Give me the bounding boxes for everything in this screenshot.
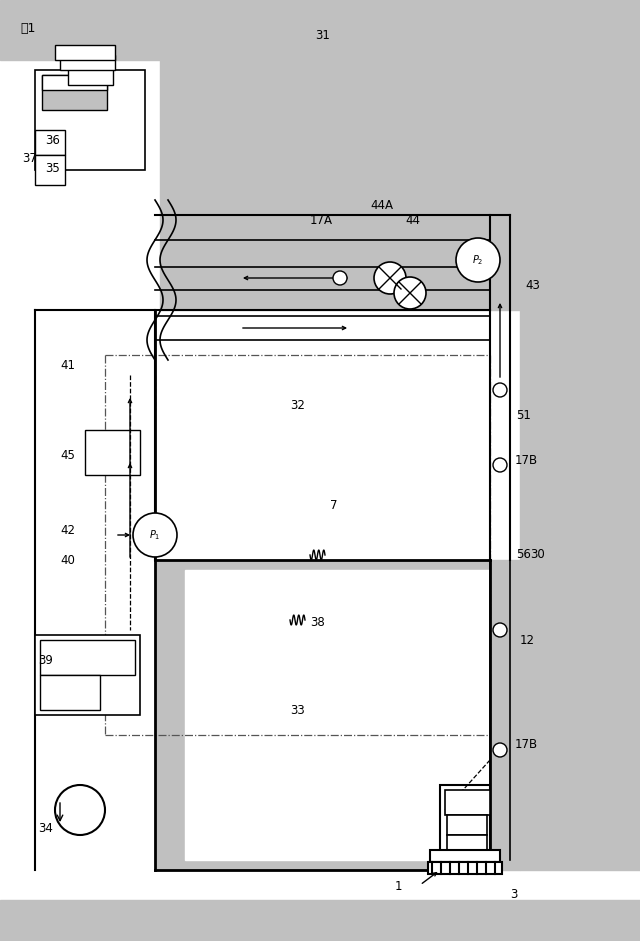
Polygon shape [0, 900, 640, 941]
Circle shape [133, 513, 177, 557]
Text: 51: 51 [516, 408, 531, 422]
Circle shape [55, 785, 105, 835]
Text: 44A: 44A [370, 199, 393, 212]
Text: 45: 45 [60, 449, 75, 461]
Bar [40, 640, 135, 675]
Text: 37: 37 [22, 152, 37, 165]
Text: 38: 38 [310, 615, 324, 629]
Circle shape [394, 277, 426, 309]
Polygon shape [520, 310, 640, 870]
Circle shape [493, 743, 507, 757]
Text: 39: 39 [38, 653, 53, 666]
Text: 32: 32 [290, 398, 305, 411]
Text: 1: 1 [395, 881, 403, 894]
Bar [35, 130, 65, 155]
Text: 41: 41 [60, 359, 75, 372]
Polygon shape [155, 560, 520, 870]
Circle shape [493, 623, 507, 637]
Text: 12: 12 [520, 633, 535, 646]
Text: 17A: 17A [310, 214, 333, 227]
Text: 33: 33 [290, 704, 305, 716]
Circle shape [493, 383, 507, 397]
Bar [447, 815, 487, 835]
Text: 42: 42 [60, 523, 75, 536]
Text: $P_2$: $P_2$ [472, 253, 484, 267]
Text: 17B: 17B [515, 739, 538, 752]
Bar [55, 45, 115, 60]
Circle shape [493, 458, 507, 472]
Polygon shape [160, 0, 640, 310]
Text: 43: 43 [525, 279, 540, 292]
Text: 図1: 図1 [20, 22, 35, 35]
Text: 30: 30 [530, 549, 545, 562]
Bar [447, 835, 487, 850]
Text: 56: 56 [516, 549, 531, 562]
Circle shape [333, 271, 347, 285]
Text: 3: 3 [510, 888, 517, 901]
Bar [35, 635, 140, 715]
Bar [68, 65, 113, 85]
Polygon shape [0, 0, 160, 60]
Text: 7: 7 [330, 499, 337, 512]
Bar [42, 75, 107, 110]
Polygon shape [185, 570, 490, 860]
Text: 36: 36 [45, 134, 60, 147]
Bar [430, 850, 500, 862]
Text: 17B: 17B [515, 454, 538, 467]
Bar [60, 55, 115, 70]
Text: 44: 44 [405, 214, 420, 227]
Bar [35, 70, 145, 170]
Text: 34: 34 [38, 821, 53, 835]
Bar [428, 862, 502, 874]
Text: 40: 40 [60, 553, 75, 566]
Text: $P_1$: $P_1$ [149, 528, 161, 542]
Text: 31: 31 [315, 28, 330, 41]
Bar [85, 430, 140, 475]
Bar [42, 75, 107, 90]
Bar [40, 675, 100, 710]
Bar [445, 790, 490, 815]
Circle shape [374, 262, 406, 294]
Text: 35: 35 [45, 162, 60, 174]
Bar [440, 785, 490, 855]
Circle shape [456, 238, 500, 282]
Bar [35, 155, 65, 185]
